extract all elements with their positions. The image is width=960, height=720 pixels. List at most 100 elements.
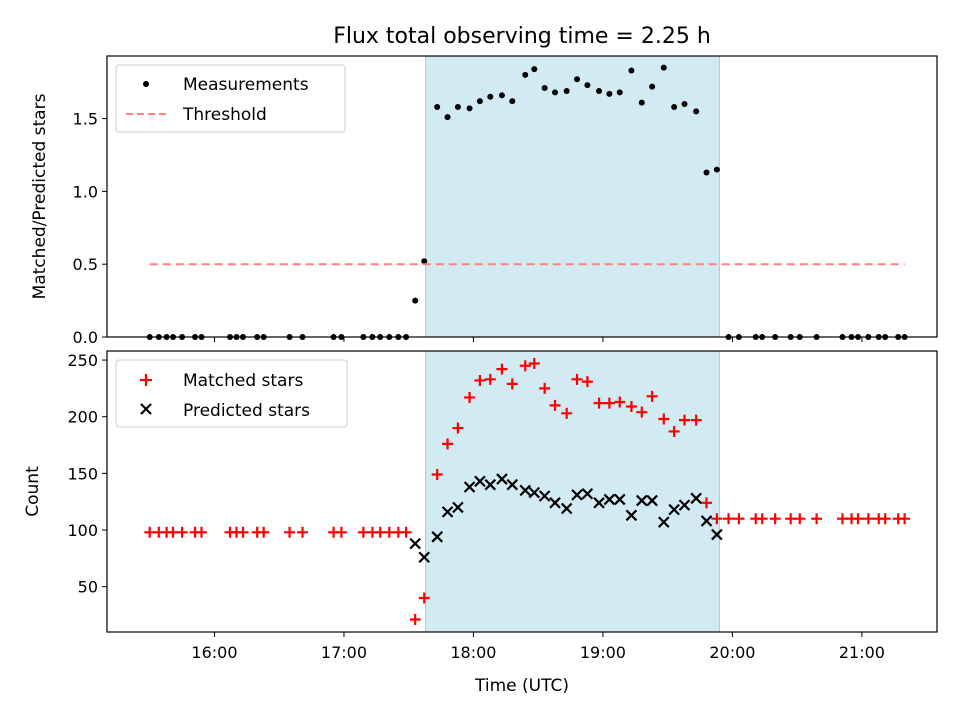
predicted-stars-point (528, 486, 541, 499)
measurements-point (434, 103, 441, 110)
bottom-panel-y-ticks: 50 100 150 200 250 (67, 351, 107, 597)
legend-predicted-stars-marker (140, 403, 152, 415)
predicted-stars-point (700, 515, 713, 527)
predicted-stars-point (646, 494, 658, 507)
predicted-stars-point (581, 487, 594, 500)
matched-stars-point (603, 397, 615, 409)
y-tick-label: 1.5 (73, 110, 98, 129)
predicted-stars-point (496, 473, 508, 485)
legend-matched-stars-label: Matched stars (183, 371, 303, 391)
predicted-stars-point (711, 528, 723, 541)
measurements-point (531, 66, 538, 73)
x-tick-label: 21:00 (839, 643, 885, 662)
measurements-point (466, 105, 473, 112)
matched-stars-point (794, 513, 806, 525)
bottom-panel-y-label: Count (23, 466, 43, 517)
y-tick-label: 0.0 (73, 328, 98, 347)
matched-stars-point (176, 526, 188, 538)
predicted-stars-point (560, 502, 573, 515)
measurements-point (671, 103, 678, 110)
predicted-stars-point (538, 490, 551, 502)
top-legend: Measurements Threshold (115, 64, 346, 133)
bottom-legend-box (115, 359, 348, 428)
matched-stars-point (431, 469, 443, 481)
predicted-stars-point (549, 497, 561, 509)
predicted-stars-point (678, 499, 691, 511)
matched-stars-point (484, 373, 496, 385)
matched-stars-point (464, 391, 476, 403)
measurements-point (606, 90, 613, 97)
matched-stars-point (879, 513, 891, 525)
matched-stars-point (561, 407, 573, 419)
bottom-panel-frame (106, 350, 938, 633)
top-panel-frame (106, 55, 938, 338)
x-tick-label: 19:00 (580, 643, 626, 662)
top-panel-marks (146, 64, 908, 340)
matched-stars-point (258, 526, 270, 538)
measurements-point (522, 71, 529, 78)
top-panel-y-ticks: 0.0 0.5 1.0 1.5 (73, 110, 107, 347)
matched-stars-point (539, 382, 551, 394)
measurements-point (574, 76, 581, 83)
predicted-stars-point (484, 478, 497, 491)
legend-measurements-label: Measurements (183, 75, 309, 95)
matched-stars-point (196, 526, 208, 538)
bottom-panel-x-ticks: 16:00 17:00 18:00 19:00 20:00 21:00 (191, 632, 885, 662)
predicted-stars-point (474, 475, 486, 488)
legend-threshold-label: Threshold (182, 105, 267, 125)
matched-stars-point (528, 357, 540, 369)
matched-stars-point (690, 414, 702, 426)
predicted-stars-point (452, 501, 464, 514)
matched-stars-point (769, 513, 781, 525)
predicted-stars-point (603, 493, 616, 506)
measurements-point (703, 169, 710, 176)
matched-stars-point (409, 614, 421, 626)
predicted-stars-point (593, 497, 605, 509)
y-tick-label: 250 (67, 351, 98, 370)
predicted-stars-point (418, 551, 431, 563)
y-tick-label: 200 (67, 408, 98, 427)
measurements-point (713, 166, 720, 173)
matched-stars-point (519, 360, 531, 372)
matched-stars-point (284, 526, 296, 538)
matched-stars-point (852, 513, 864, 525)
measurements-point (693, 108, 700, 115)
matched-stars-point (571, 373, 583, 385)
predicted-stars-point (668, 503, 680, 516)
matched-stars-point (625, 401, 637, 413)
x-tick-label: 17:00 (321, 643, 367, 662)
matched-stars-point (549, 399, 561, 411)
predicted-stars-point (519, 484, 532, 497)
measurements-point (498, 92, 505, 99)
measurements-point (421, 258, 428, 265)
measurements-point (584, 82, 591, 89)
measurements-point (509, 98, 516, 105)
top-panel: 0.0 0.5 1.0 1.5 Matched/Predicted stars Mea… (30, 55, 938, 347)
matched-stars-point (668, 425, 680, 437)
matched-stars-point (899, 513, 911, 525)
measurements-point (487, 93, 494, 100)
legend-measurements-marker (143, 81, 149, 87)
measurements-point (616, 89, 623, 96)
predicted-stars-point (625, 509, 638, 522)
top-panel-y-label: Matched/Predicted stars (30, 93, 50, 299)
measurements-point (444, 114, 451, 121)
y-tick-label: 0.5 (73, 255, 98, 274)
bottom-panel-marks (144, 357, 911, 626)
matched-stars-point (733, 513, 745, 525)
matched-stars-point (723, 513, 735, 525)
y-tick-label: 1.0 (73, 182, 98, 201)
predicted-stars-point (506, 478, 519, 491)
matched-stars-point (581, 376, 593, 388)
bottom-legend: Matched stars Predicted stars (115, 359, 348, 428)
matched-stars-point (593, 397, 605, 409)
y-tick-label: 100 (67, 521, 98, 540)
matched-stars-point (636, 406, 648, 418)
legend-matched-stars-marker (140, 374, 152, 386)
legend-predicted-stars-label: Predicted stars (183, 401, 310, 421)
measurements-point (596, 87, 603, 94)
x-axis-label: Time (UTC) (474, 676, 569, 696)
measurements-point (563, 87, 570, 94)
top-legend-box (115, 64, 346, 133)
